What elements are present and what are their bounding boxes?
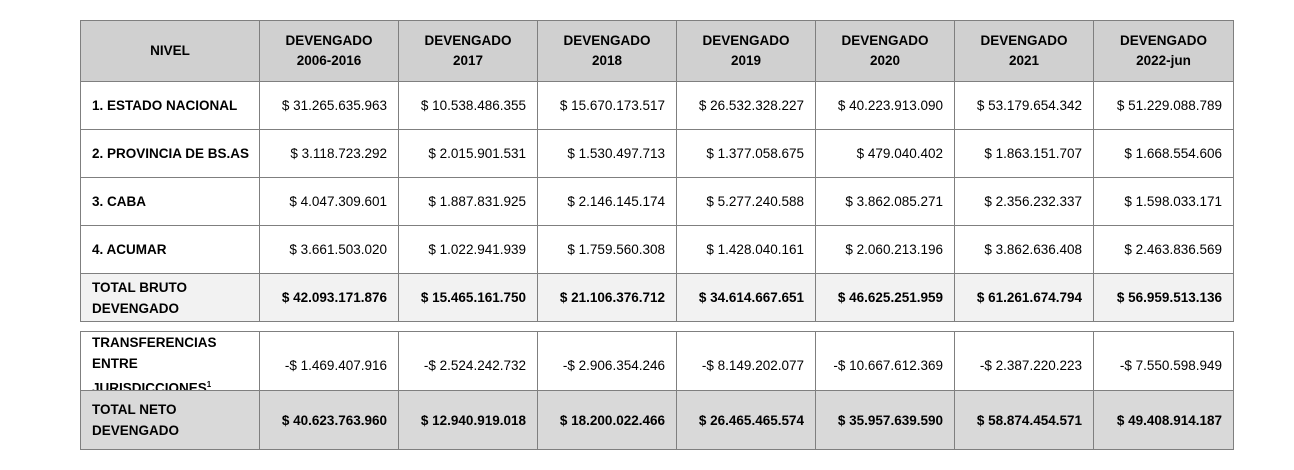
table-cell: $ 4.047.309.601 <box>259 177 399 226</box>
table-cell: $ 58.874.454.571 <box>954 390 1094 450</box>
table-cell: $ 40.623.763.960 <box>259 390 399 450</box>
header-col-line2: 2017 <box>452 53 484 68</box>
table-cell: $ 2.015.901.531 <box>398 129 538 178</box>
header-col-2019: DEVENGADO 2019 <box>676 20 816 82</box>
table-cell: -$ 7.550.598.949 <box>1093 331 1234 400</box>
header-col-line1: DEVENGADO <box>980 33 1068 48</box>
table-row-transferencias: TRANSFERENCIAS ENTRE JURISDICCIONES1 -$ 1… <box>80 331 1234 400</box>
header-col-line2: 2006-2016 <box>296 53 362 68</box>
table-cell: $ 1.668.554.606 <box>1093 129 1234 178</box>
header-col-line1: DEVENGADO <box>424 33 512 48</box>
table-cell: $ 1.530.497.713 <box>537 129 677 178</box>
table-row-acumar: 4. ACUMAR $ 3.661.503.020 $ 1.022.941.93… <box>80 225 1234 274</box>
table-cell: $ 34.614.667.651 <box>676 273 816 322</box>
header-col-2017: DEVENGADO 2017 <box>398 20 538 82</box>
table-cell: $ 40.223.913.090 <box>815 81 955 130</box>
table-cell: -$ 2.906.354.246 <box>537 331 677 400</box>
table-cell: $ 61.261.674.794 <box>954 273 1094 322</box>
footnote-marker: 1 <box>206 380 212 389</box>
table-cell: -$ 10.667.612.369 <box>815 331 955 400</box>
row-label-line2: DEVENGADO <box>92 423 180 438</box>
header-col-2018: DEVENGADO 2018 <box>537 20 677 82</box>
table-cell: $ 35.957.639.590 <box>815 390 955 450</box>
table-cell: $ 1.428.040.161 <box>676 225 816 274</box>
row-label-line2: DEVENGADO <box>92 300 180 316</box>
header-col-line2: 2019 <box>730 53 762 68</box>
table-cell: $ 1.863.151.707 <box>954 129 1094 178</box>
table-cell: $ 15.670.173.517 <box>537 81 677 130</box>
table-cell: $ 26.532.328.227 <box>676 81 816 130</box>
header-row: NIVEL DEVENGADO 2006-2016 DEVENGADO 2017 D… <box>80 20 1234 82</box>
header-col-line1: DEVENGADO <box>563 33 651 48</box>
table-cell: -$ 1.469.407.916 <box>259 331 399 400</box>
header-col-line1: DEVENGADO <box>1119 33 1207 48</box>
header-col-2020: DEVENGADO 2020 <box>815 20 955 82</box>
table-row-caba: 3. CABA $ 4.047.309.601 $ 1.887.831.925 … <box>80 177 1234 226</box>
table-cell: $ 46.625.251.959 <box>815 273 955 322</box>
table-cell: $ 26.465.465.574 <box>676 390 816 450</box>
header-col-line1: DEVENGADO <box>841 33 929 48</box>
table-cell: -$ 2.387.220.223 <box>954 331 1094 400</box>
table-cell: $ 51.229.088.789 <box>1093 81 1234 130</box>
row-label: TRANSFERENCIAS ENTRE JURISDICCIONES1 <box>80 331 260 400</box>
table-cell: $ 3.118.723.292 <box>259 129 399 178</box>
row-label: 3. CABA <box>80 177 260 226</box>
header-col-line2: 2018 <box>591 53 623 68</box>
header-col-line1: DEVENGADO <box>702 33 790 48</box>
row-label-line1: TRANSFERENCIAS <box>92 335 217 350</box>
table-row-total-neto: TOTAL NETO DEVENGADO $ 40.623.763.960 $ 1… <box>80 390 1234 450</box>
table-cell: $ 12.940.919.018 <box>398 390 538 450</box>
table-row-provincia-bsas: 2. PROVINCIA DE BS.AS $ 3.118.723.292 $ … <box>80 129 1234 178</box>
table-cell: $ 2.463.836.569 <box>1093 225 1234 274</box>
table-cell: $ 1.887.831.925 <box>398 177 538 226</box>
table-cell: -$ 8.149.202.077 <box>676 331 816 400</box>
row-label: TOTAL NETO DEVENGADO <box>80 390 260 450</box>
row-label: 2. PROVINCIA DE BS.AS <box>80 129 260 178</box>
table-cell: $ 10.538.486.355 <box>398 81 538 130</box>
table-cell: $ 5.277.240.588 <box>676 177 816 226</box>
table-cell: $ 3.862.085.271 <box>815 177 955 226</box>
table-cell: $ 2.356.232.337 <box>954 177 1094 226</box>
table-cell: $ 1.377.058.675 <box>676 129 816 178</box>
table-cell: $ 1.022.941.939 <box>398 225 538 274</box>
table-cell: $ 1.598.033.171 <box>1093 177 1234 226</box>
header-col-2006-2016: DEVENGADO 2006-2016 <box>259 20 399 82</box>
header-col-line2: 2021 <box>1008 53 1040 68</box>
table-cell: $ 3.862.636.408 <box>954 225 1094 274</box>
header-col-line2: 2022-jun <box>1136 53 1191 68</box>
table-row-estado-nacional: 1. ESTADO NACIONAL $ 31.265.635.963 $ 10… <box>80 81 1234 130</box>
table-cell: $ 42.093.171.876 <box>259 273 399 322</box>
table-cell: -$ 2.524.242.732 <box>398 331 538 400</box>
row-label: TOTAL BRUTO DEVENGADO <box>80 273 260 322</box>
table-cell: $ 15.465.161.750 <box>398 273 538 322</box>
table-row-total-bruto: TOTAL BRUTO DEVENGADO $ 42.093.171.876 $ … <box>80 273 1234 322</box>
table-cell: $ 2.146.145.174 <box>537 177 677 226</box>
table-cell: $ 18.200.022.466 <box>537 390 677 450</box>
table-cell: $ 3.661.503.020 <box>259 225 399 274</box>
devengado-table: NIVEL DEVENGADO 2006-2016 DEVENGADO 2017 D… <box>80 20 1234 322</box>
row-label-line1: TOTAL BRUTO <box>92 279 188 295</box>
total-neto-table: TOTAL NETO DEVENGADO $ 40.623.763.960 $ 1… <box>80 390 1234 450</box>
row-label-line1: TOTAL NETO <box>92 402 177 417</box>
header-col-2021: DEVENGADO 2021 <box>954 20 1094 82</box>
transferencias-table: TRANSFERENCIAS ENTRE JURISDICCIONES1 -$ 1… <box>80 331 1234 400</box>
table-cell: $ 2.060.213.196 <box>815 225 955 274</box>
header-col-line1: DEVENGADO <box>285 33 373 48</box>
table-cell: $ 56.959.513.136 <box>1093 273 1234 322</box>
row-label: 1. ESTADO NACIONAL <box>80 81 260 130</box>
table-cell: $ 21.106.376.712 <box>537 273 677 322</box>
table-cell: $ 49.408.914.187 <box>1093 390 1234 450</box>
table-cell: $ 53.179.654.342 <box>954 81 1094 130</box>
header-col-line2: 2020 <box>869 53 901 68</box>
header-nivel: NIVEL <box>80 20 260 82</box>
table-cell: $ 479.040.402 <box>815 129 955 178</box>
row-label: 4. ACUMAR <box>80 225 260 274</box>
table-cell: $ 31.265.635.963 <box>259 81 399 130</box>
table-cell: $ 1.759.560.308 <box>537 225 677 274</box>
header-col-2022-jun: DEVENGADO 2022-jun <box>1093 20 1234 82</box>
